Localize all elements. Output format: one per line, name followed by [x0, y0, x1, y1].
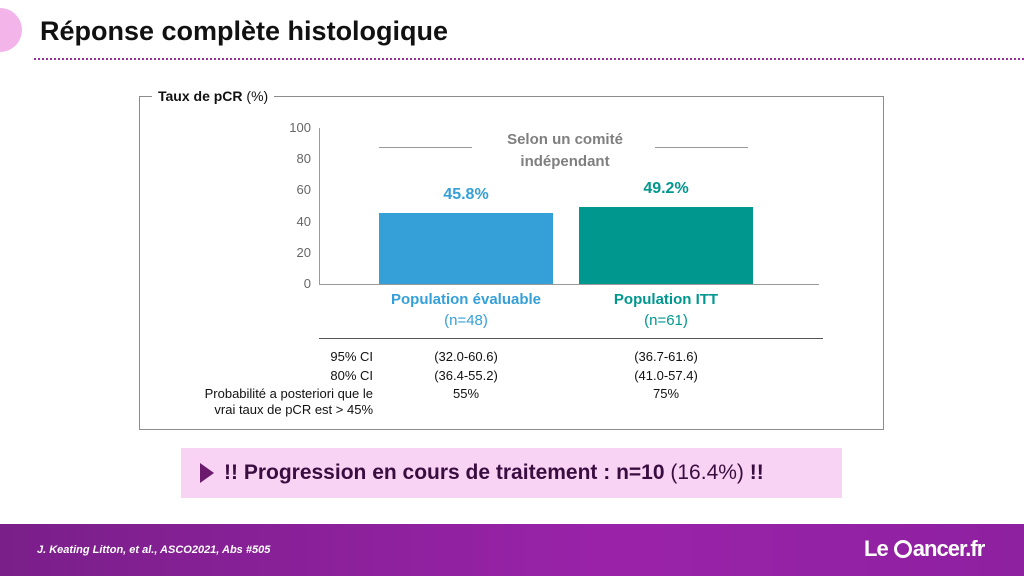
y-tick-label: 100	[289, 120, 311, 135]
brand-c-icon	[893, 540, 912, 558]
bar-value-label: 49.2%	[643, 180, 689, 198]
category-label: Population ITT	[613, 291, 719, 308]
bar-value-label: 45.8%	[443, 185, 489, 203]
footer-bar: J. Keating Litton, et al., ASCO2021, Abs…	[0, 524, 1024, 576]
brand-logo-le: Le	[864, 536, 893, 561]
stat-value: (36.4-55.2)	[434, 368, 498, 383]
y-axis	[319, 128, 320, 284]
stat-value: (36.7-61.6)	[634, 349, 698, 364]
bar-1	[379, 212, 553, 284]
stats-separator	[319, 338, 823, 339]
stat-value: (41.0-57.4)	[634, 368, 698, 383]
banner-text-main: !! Progression en cours de traitement :	[224, 461, 617, 484]
annotation-comite: Selon un comité indépendant	[480, 129, 650, 173]
category-count: (n=61)	[644, 312, 688, 329]
category-label: Population évaluable	[390, 291, 542, 308]
y-axis-unit: (%)	[246, 88, 269, 104]
slide-title: Réponse complète histologique	[40, 16, 449, 46]
y-tick-label: 80	[296, 151, 311, 167]
footer-reference: J. Keating Litton, et al., ASCO2021, Abs…	[37, 544, 271, 556]
banner-text-count: n=10	[616, 461, 665, 484]
annotation-line-1: Selon un comité	[507, 131, 623, 148]
y-tick-label: 20	[296, 244, 311, 260]
y-axis-title: Taux de pCR	[158, 88, 243, 104]
stat-label: 95% CI	[330, 349, 373, 364]
y-tick-label: 60	[296, 182, 311, 198]
x-axis	[319, 284, 819, 285]
stat-label: Probabilité a posteriori que le vrai taux…	[204, 386, 373, 417]
stat-value: 55%	[452, 386, 480, 401]
category-count: (n=48)	[444, 312, 488, 329]
banner-text: !! Progression en cours de traitement : …	[224, 461, 764, 485]
title-divider	[34, 58, 1024, 60]
chevron-right-icon	[192, 463, 214, 483]
corner-decoration	[0, 8, 22, 52]
brand-logo-name: ancer.fr	[912, 536, 985, 561]
banner-text-end: !!	[749, 461, 764, 484]
annotation-line-left	[379, 147, 472, 148]
bar-2	[579, 207, 753, 284]
chart-panel	[139, 96, 884, 430]
stat-label: 80% CI	[330, 368, 373, 383]
banner-text-percent: (16.4%)	[664, 461, 750, 484]
brand-logo[interactable]: Le ancer.fr	[864, 536, 985, 562]
annotation-line-2: indépendant	[520, 153, 610, 170]
y-tick-label: 0	[303, 276, 311, 291]
stat-value: 75%	[652, 386, 680, 401]
progression-banner: !! Progression en cours de traitement : …	[181, 448, 842, 498]
stat-value: (32.0-60.6)	[434, 349, 498, 364]
y-tick-label: 40	[296, 213, 311, 229]
chart-panel-label: Taux de pCR (%)	[152, 88, 275, 104]
annotation-line-right	[655, 147, 748, 148]
